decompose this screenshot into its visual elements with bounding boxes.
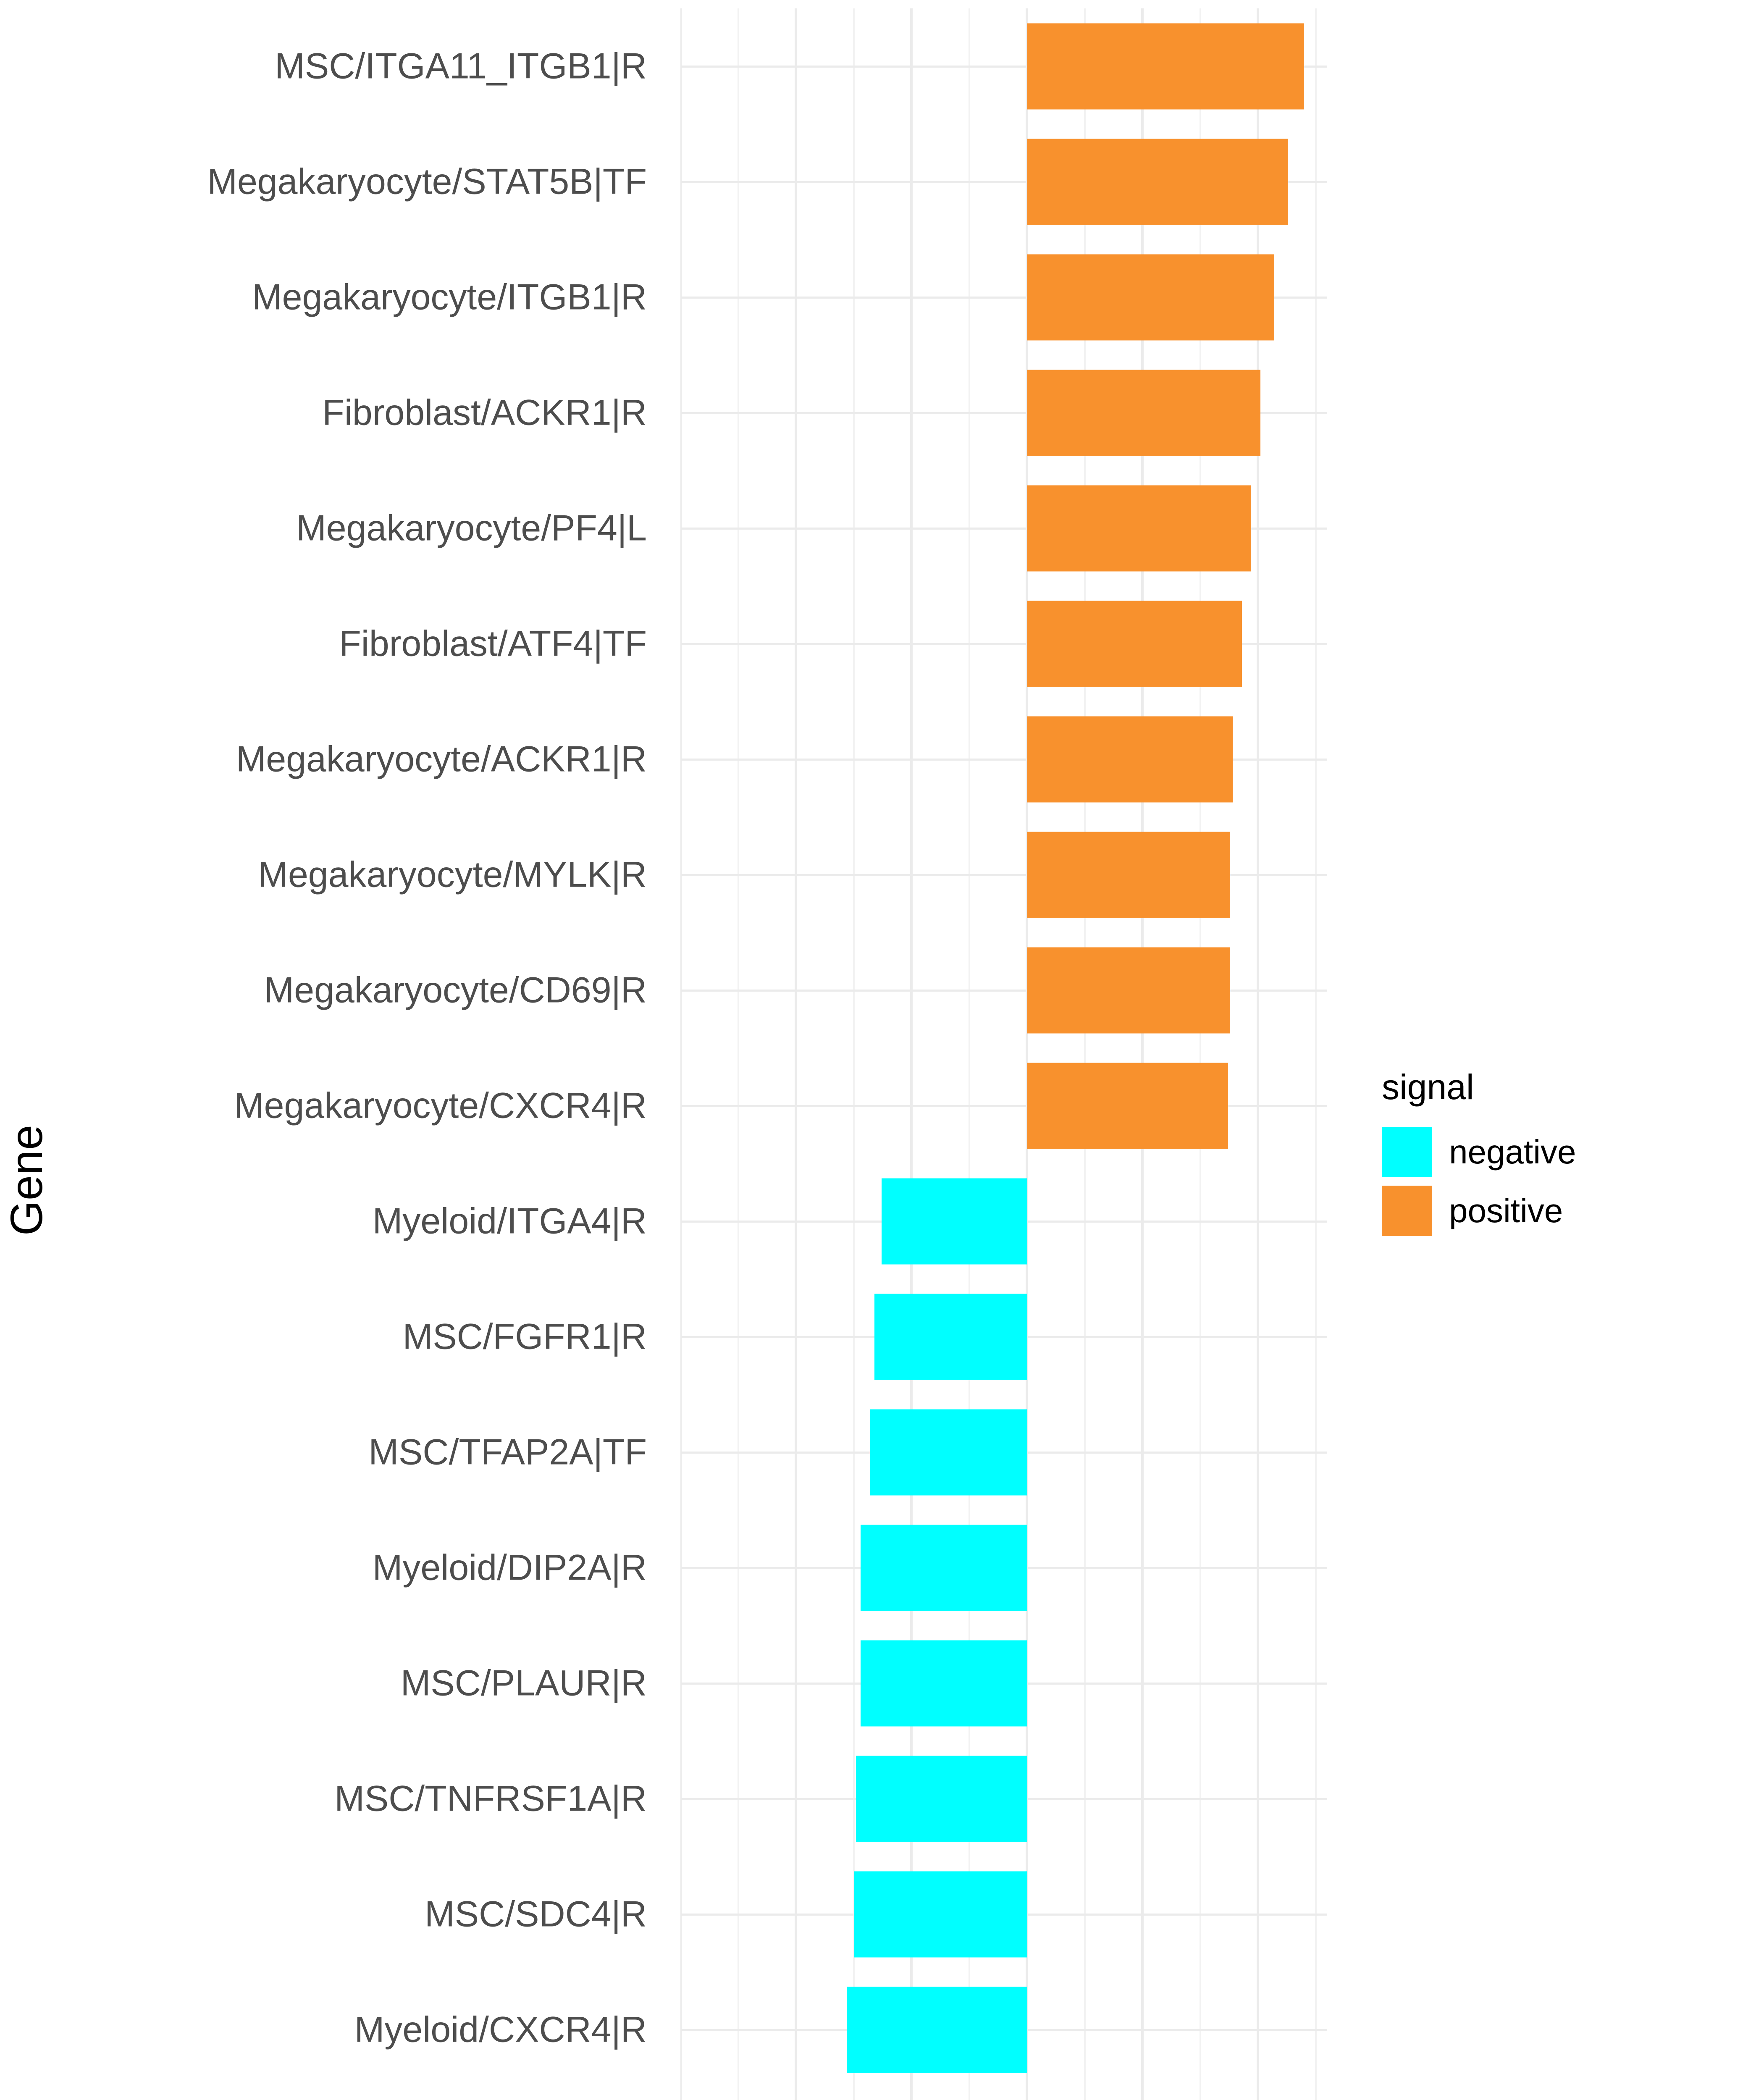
gridline-horizontal	[680, 65, 1327, 68]
y-axis-tick-label: Fibroblast/ACKR1|R	[322, 392, 647, 433]
gridline-horizontal	[680, 412, 1327, 414]
legend-swatch-icon	[1382, 1186, 1432, 1236]
bar	[1027, 601, 1242, 687]
gridline-major	[1257, 8, 1259, 2100]
bar	[870, 1409, 1027, 1495]
y-axis-tick-label: Myeloid/DIP2A|R	[372, 1547, 647, 1588]
gridline-minor	[737, 8, 739, 2100]
y-axis-tick-label: Megakaryocyte/PF4|L	[296, 508, 647, 548]
legend-title: signal	[1382, 1067, 1474, 1107]
bar	[874, 1294, 1027, 1380]
gridline-horizontal	[680, 527, 1327, 530]
bar	[1027, 370, 1260, 456]
y-axis-tick-label: Fibroblast/ATF4|TF	[339, 623, 647, 664]
y-axis-tick-label: MSC/TNFRSF1A|R	[334, 1778, 647, 1819]
y-axis-tick-label: Megakaryocyte/STAT5B|TF	[207, 161, 647, 202]
gridline-horizontal	[680, 296, 1327, 299]
y-axis-tick-label: MSC/SDC4|R	[425, 1894, 647, 1934]
bar	[1027, 23, 1304, 109]
gridline-major	[1141, 8, 1144, 2100]
bar	[1027, 139, 1288, 225]
legend: signal negative positive	[1382, 1067, 1676, 1240]
gridline-minor	[1315, 8, 1317, 2100]
y-axis-tick-label: Myeloid/CXCR4|R	[354, 2009, 647, 2050]
bar	[856, 1756, 1027, 1842]
gridline-minor	[1084, 8, 1086, 2100]
legend-item-label: positive	[1449, 1192, 1563, 1229]
y-axis-tick-label: Myeloid/ITGA4|R	[372, 1201, 647, 1241]
bar	[853, 1871, 1027, 1957]
y-axis-tick-label: MSC/TFAP2A|TF	[368, 1432, 647, 1472]
gridline-horizontal	[680, 1105, 1327, 1107]
bar	[1027, 485, 1251, 571]
bar	[1027, 947, 1230, 1033]
gridline-horizontal	[680, 643, 1327, 645]
gridline-horizontal	[680, 874, 1327, 876]
legend-item-label: negative	[1449, 1133, 1576, 1171]
bar	[1027, 1063, 1228, 1149]
gridline-major	[680, 8, 682, 2100]
legend-items: negative positive	[1382, 1123, 1676, 1240]
gridline-horizontal	[680, 181, 1327, 183]
legend-item[interactable]: positive	[1382, 1181, 1676, 1240]
legend-swatch-icon	[1382, 1127, 1432, 1177]
y-axis-tick-label: Megakaryocyte/ACKR1|R	[236, 739, 647, 779]
gridline-major	[795, 8, 797, 2100]
y-axis-tick-label: Megakaryocyte/ITGB1|R	[252, 277, 647, 317]
plot-panel	[680, 8, 1327, 2100]
y-axis-tick-labels: MSC/ITGA11_ITGB1|R Megakaryocyte/STAT5B|T…	[76, 8, 664, 2100]
bar	[881, 1178, 1027, 1264]
gridline-minor	[853, 8, 855, 2100]
y-axis-tick-label: MSC/FGFR1|R	[402, 1316, 647, 1357]
gridline-minor	[1199, 8, 1201, 2100]
bar	[861, 1525, 1027, 1611]
bar	[861, 1640, 1027, 1726]
bar	[1027, 832, 1230, 918]
y-axis-tick-label: Megakaryocyte/CXCR4|R	[234, 1085, 647, 1126]
gridline-major	[1026, 8, 1028, 2100]
gridline-horizontal	[680, 758, 1327, 761]
bar	[1027, 254, 1274, 340]
bar	[847, 1987, 1027, 2073]
y-axis-tick-label: MSC/PLAUR|R	[400, 1663, 647, 1703]
gridline-horizontal	[680, 989, 1327, 992]
bar	[1027, 716, 1233, 802]
gridline-minor	[968, 8, 970, 2100]
y-axis-title: Gene	[1, 1124, 52, 1236]
y-axis-tick-label: MSC/ITGA11_ITGB1|R	[275, 46, 647, 86]
gridline-major	[910, 8, 913, 2100]
y-axis-tick-label: Megakaryocyte/CD69|R	[264, 970, 647, 1010]
legend-item[interactable]: negative	[1382, 1123, 1676, 1181]
y-axis-tick-label: Megakaryocyte/MYLK|R	[258, 854, 647, 895]
